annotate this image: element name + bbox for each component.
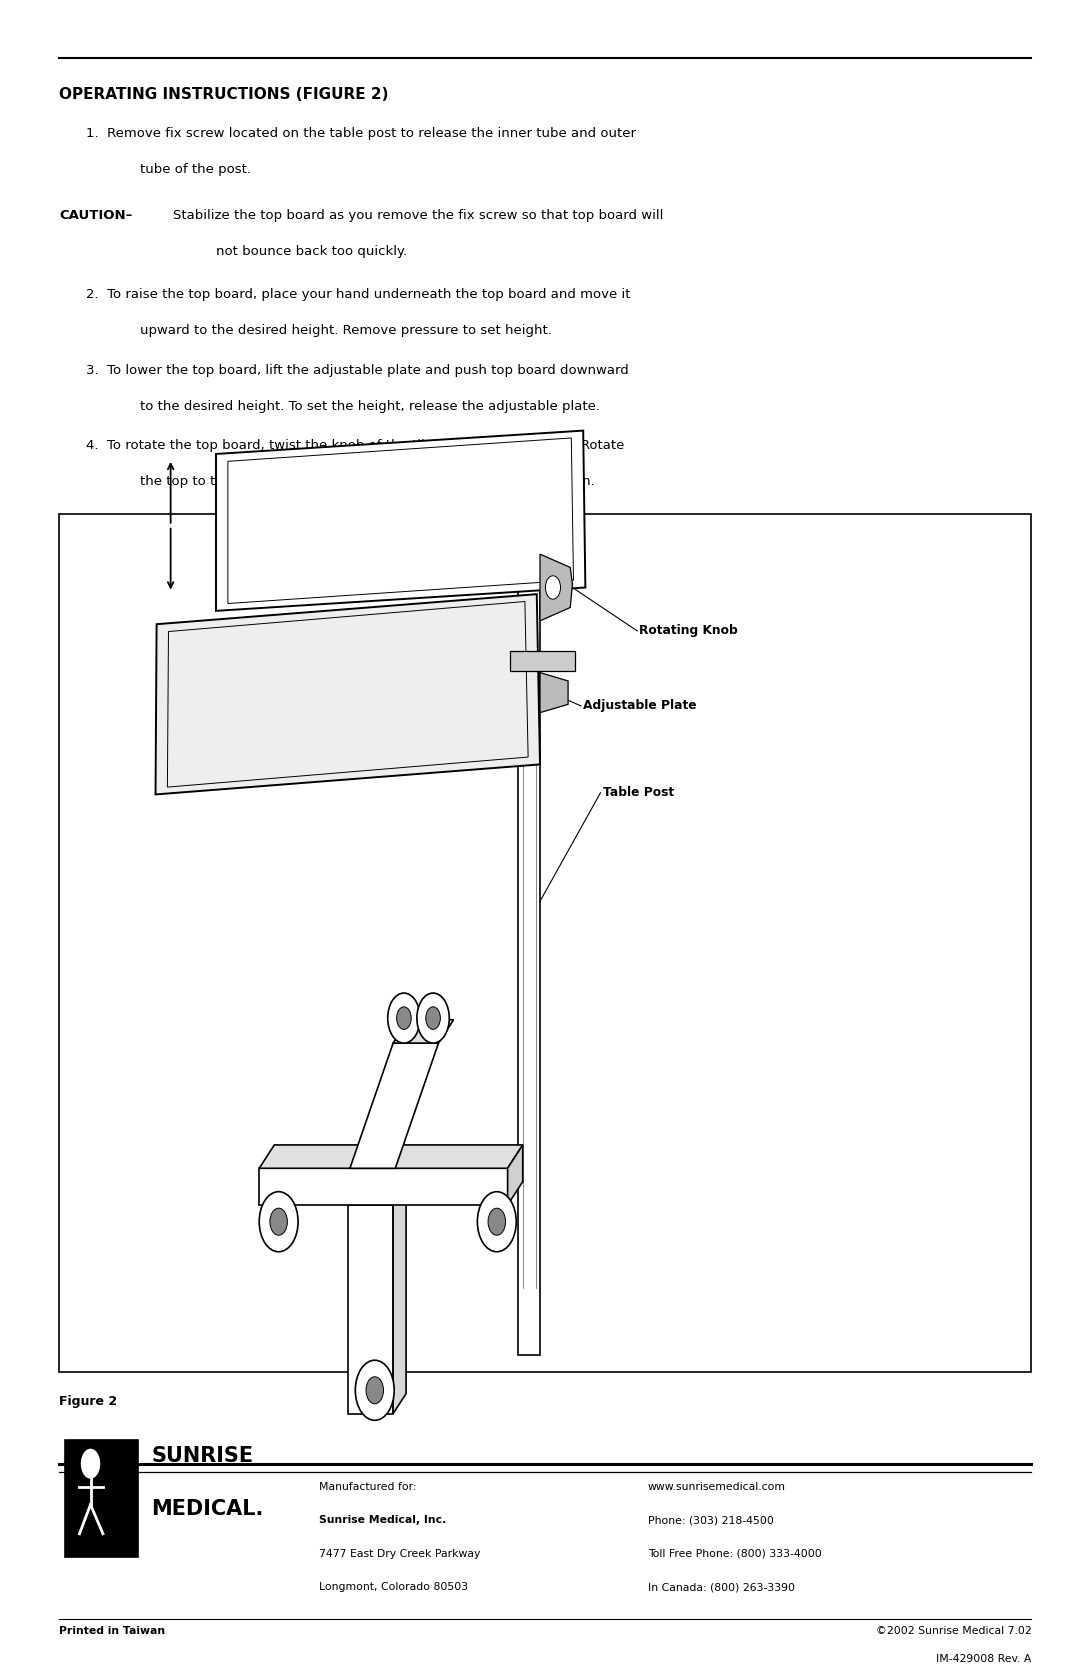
Text: Manufactured for:: Manufactured for: [319,1482,416,1492]
Circle shape [355,1360,394,1420]
FancyBboxPatch shape [59,514,1031,1372]
Text: In Canada: (800) 263-3390: In Canada: (800) 263-3390 [648,1582,795,1592]
Circle shape [81,1449,100,1479]
Circle shape [388,993,420,1043]
Polygon shape [228,437,573,604]
Circle shape [417,993,449,1043]
Text: 3.  To lower the top board, lift the adjustable plate and push top board downwar: 3. To lower the top board, lift the adju… [86,364,630,377]
Polygon shape [393,1020,454,1043]
Text: 7477 East Dry Creek Parkway: 7477 East Dry Creek Parkway [319,1549,480,1559]
Text: Table Post: Table Post [603,786,674,799]
Polygon shape [540,554,572,621]
Text: Sunrise Medical, Inc.: Sunrise Medical, Inc. [319,1515,446,1525]
Text: 2.  To raise the top board, place your hand underneath the top board and move it: 2. To raise the top board, place your ha… [86,289,631,302]
Text: SUNRISE: SUNRISE [151,1445,254,1465]
Polygon shape [540,673,568,713]
Text: MEDICAL.: MEDICAL. [151,1499,264,1519]
Circle shape [488,1208,505,1235]
Text: to the desired height. To set the height, release the adjustable plate.: to the desired height. To set the height… [140,399,600,412]
Text: not bounce back too quickly.: not bounce back too quickly. [216,245,407,259]
Polygon shape [156,594,540,794]
Text: Stabilize the top board as you remove the fix screw so that top board will: Stabilize the top board as you remove th… [173,209,663,222]
Text: 1.  Remove fix screw located on the table post to release the inner tube and out: 1. Remove fix screw located on the table… [86,127,636,140]
Polygon shape [348,1205,393,1414]
Text: the top to the desired position. Tighten the knob to set the position.: the top to the desired position. Tighten… [140,476,595,487]
Text: CAUTION–: CAUTION– [59,209,133,222]
Text: upward to the desired height. Remove pressure to set height.: upward to the desired height. Remove pre… [140,324,552,337]
Polygon shape [508,1145,523,1205]
Circle shape [270,1208,287,1235]
Text: tube of the post.: tube of the post. [140,164,252,175]
Polygon shape [216,431,585,611]
Circle shape [477,1192,516,1252]
Circle shape [259,1192,298,1252]
Polygon shape [167,601,528,788]
Text: Longmont, Colorado 80503: Longmont, Colorado 80503 [319,1582,468,1592]
FancyBboxPatch shape [65,1440,138,1557]
Text: Phone: (303) 218-4500: Phone: (303) 218-4500 [648,1515,774,1525]
Text: IM-429008 Rev. A: IM-429008 Rev. A [936,1654,1031,1664]
Circle shape [396,1006,411,1030]
Polygon shape [393,1185,406,1414]
Circle shape [426,1006,441,1030]
Text: 4.  To rotate the top board, twist the knob of the tilt control bar to loosen. R: 4. To rotate the top board, twist the kn… [86,439,624,452]
Text: www.sunrisemedical.com: www.sunrisemedical.com [648,1482,786,1492]
Text: Printed in Taiwan: Printed in Taiwan [59,1626,165,1636]
Text: OPERATING INSTRUCTIONS (FIGURE 2): OPERATING INSTRUCTIONS (FIGURE 2) [59,87,389,102]
Circle shape [366,1377,383,1404]
Circle shape [545,576,561,599]
Text: ©2002 Sunrise Medical 7.02: ©2002 Sunrise Medical 7.02 [876,1626,1031,1636]
Bar [518,531,540,1355]
Text: Rotating Knob: Rotating Knob [639,624,738,638]
Text: Toll Free Phone: (800) 333-4000: Toll Free Phone: (800) 333-4000 [648,1549,822,1559]
Polygon shape [350,1043,438,1168]
Polygon shape [259,1168,508,1205]
Text: Adjustable Plate: Adjustable Plate [583,699,697,713]
Polygon shape [259,1145,523,1168]
Text: Figure 2: Figure 2 [59,1395,118,1409]
Polygon shape [510,651,575,671]
